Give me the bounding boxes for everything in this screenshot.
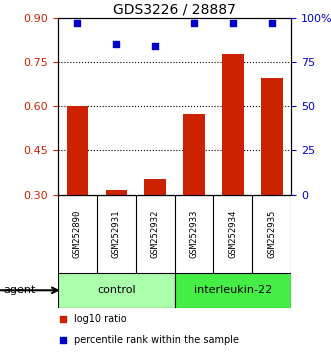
- Point: [191, 20, 197, 26]
- Bar: [222, 54, 244, 195]
- Point: [230, 20, 236, 26]
- Bar: [58, 273, 174, 308]
- Bar: [261, 78, 283, 195]
- Point: [114, 41, 119, 47]
- Text: GSM252935: GSM252935: [267, 210, 276, 258]
- Text: GSM252932: GSM252932: [151, 210, 160, 258]
- Text: GSM252890: GSM252890: [73, 210, 82, 258]
- Bar: [67, 106, 88, 195]
- Text: control: control: [97, 285, 136, 295]
- Point: [269, 20, 274, 26]
- Text: GSM252933: GSM252933: [190, 210, 199, 258]
- Point: [60, 316, 65, 321]
- Bar: [106, 190, 127, 195]
- Title: GDS3226 / 28887: GDS3226 / 28887: [113, 2, 236, 17]
- Text: agent: agent: [3, 285, 36, 295]
- Point: [60, 337, 65, 343]
- Text: GSM252931: GSM252931: [112, 210, 121, 258]
- Text: percentile rank within the sample: percentile rank within the sample: [74, 335, 239, 345]
- Point: [75, 20, 80, 26]
- Bar: [183, 114, 205, 195]
- Point: [153, 43, 158, 49]
- Text: GSM252934: GSM252934: [228, 210, 237, 258]
- Text: interleukin-22: interleukin-22: [194, 285, 272, 295]
- Text: log10 ratio: log10 ratio: [74, 314, 127, 324]
- Bar: [144, 179, 166, 195]
- Bar: [174, 273, 291, 308]
